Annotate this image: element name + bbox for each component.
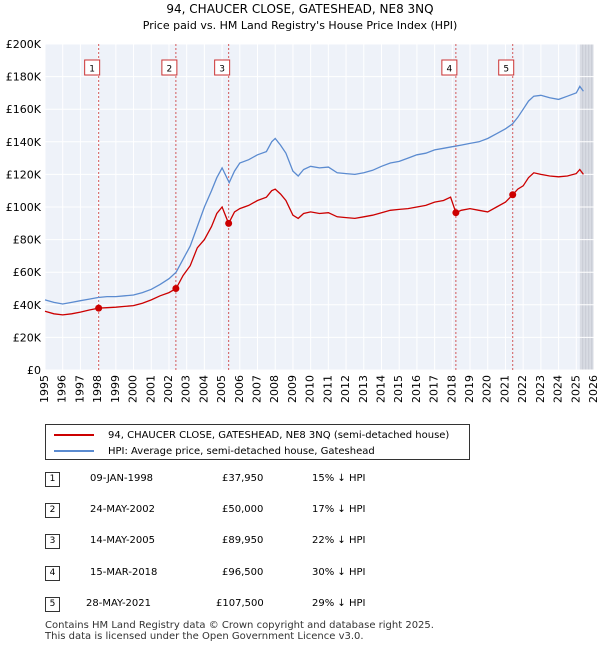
x-tick-label: 2013 — [357, 375, 370, 403]
legend-swatch-property — [54, 434, 94, 436]
y-tick-label: £80K — [13, 234, 42, 247]
x-tick-label: 2026 — [587, 375, 600, 403]
sale-row: 2 24-MAY-2002 £50,000 17% ↓ HPI — [0, 501, 600, 521]
y-tick-label: £120K — [6, 168, 42, 181]
sale-hpi-diff: 30% ↓ HPI — [312, 567, 366, 578]
sale-point — [172, 285, 180, 292]
y-tick-label: £100K — [6, 201, 42, 214]
sale-number-badge: 4 — [45, 566, 60, 581]
y-tick-label: £200K — [6, 38, 42, 51]
x-tick-label: 2012 — [339, 375, 352, 403]
sale-label: 1 — [89, 65, 95, 75]
price-chart: 94, CHAUCER CLOSE, GATESHEAD, NE8 3NQ Pri… — [6, 2, 600, 403]
chart-title: 94, CHAUCER CLOSE, GATESHEAD, NE8 3NQ — [166, 2, 433, 16]
sale-hpi-diff: 17% ↓ HPI — [312, 504, 366, 515]
x-tick-label: 2009 — [286, 375, 299, 403]
sale-label-box — [441, 59, 458, 76]
legend-swatch-hpi — [54, 450, 94, 452]
sale-price: £96,500 — [222, 567, 264, 578]
sale-number-badge: 3 — [45, 534, 60, 549]
x-tick-label: 1995 — [38, 375, 51, 403]
x-tick-label: 2020 — [481, 375, 494, 403]
sale-number-badge: 5 — [45, 597, 60, 612]
x-tick-label: 2010 — [304, 375, 317, 403]
x-tick-label: 2024 — [552, 375, 565, 403]
sale-row: 4 15-MAR-2018 £96,500 30% ↓ HPI — [0, 564, 600, 584]
sale-label: 4 — [446, 65, 452, 75]
x-tick-label: 2019 — [463, 375, 476, 403]
sale-label: 5 — [503, 65, 509, 75]
x-tick-label: 1997 — [73, 375, 86, 403]
sale-label-box — [84, 59, 101, 76]
chart-subtitle: Price paid vs. HM Land Registry's House … — [143, 19, 458, 32]
x-tick-label: 2002 — [162, 375, 175, 403]
hpi-series-line — [44, 85, 584, 305]
y-tick-label: £0 — [27, 364, 41, 377]
x-tick-label: 2021 — [498, 375, 511, 403]
sale-hpi-diff: 29% ↓ HPI — [312, 598, 366, 609]
sale-hpi-diff: 15% ↓ HPI — [312, 473, 366, 484]
x-tick-label: 2006 — [233, 375, 246, 403]
sale-hpi-diff: 22% ↓ HPI — [312, 535, 366, 546]
x-tick-label: 2005 — [215, 375, 228, 403]
sale-date: 14-MAY-2005 — [90, 535, 156, 546]
sale-label: 2 — [167, 65, 173, 75]
y-tick-label: £180K — [6, 71, 42, 84]
x-tick-label: 2023 — [534, 375, 547, 403]
x-tick-label: 2025 — [569, 375, 582, 403]
x-tick-label: 2001 — [144, 375, 157, 403]
x-tick-label: 2017 — [428, 375, 441, 403]
sale-price: £89,950 — [222, 535, 264, 546]
x-tick-label: 2004 — [197, 375, 210, 403]
x-tick-label: 2022 — [516, 375, 529, 403]
sale-label-box — [161, 59, 178, 76]
sale-date: 09-JAN-1998 — [90, 473, 154, 484]
footer-license: This data is licensed under the Open Gov… — [45, 631, 364, 642]
sale-label-box — [498, 59, 515, 76]
sale-date: 28-MAY-2021 — [86, 598, 152, 609]
sale-price: £107,500 — [216, 598, 264, 609]
legend-label-hpi: HPI: Average price, semi-detached house,… — [108, 445, 375, 457]
x-tick-label: 2011 — [321, 375, 334, 403]
sale-number-badge: 2 — [45, 503, 60, 518]
sale-point — [95, 304, 103, 312]
sale-label-box — [214, 59, 231, 76]
y-tick-label: £60K — [13, 266, 42, 279]
legend: 94, CHAUCER CLOSE, GATESHEAD, NE8 3NQ (s… — [45, 424, 470, 460]
sale-point — [452, 209, 460, 217]
legend-label-property: 94, CHAUCER CLOSE, GATESHEAD, NE8 3NQ (s… — [108, 429, 450, 441]
x-tick-label: 2015 — [392, 375, 405, 403]
property-series-line — [44, 168, 584, 316]
sale-number-badge: 1 — [45, 472, 60, 487]
sale-point — [509, 191, 517, 199]
x-tick-label: 2008 — [268, 375, 281, 403]
x-tick-label: 2018 — [445, 375, 458, 403]
x-tick-label: 2000 — [127, 375, 140, 403]
x-tick-label: 1996 — [56, 375, 69, 403]
sale-point — [225, 219, 233, 227]
sale-price: £37,950 — [222, 473, 264, 484]
sale-date: 15-MAR-2018 — [90, 567, 158, 578]
y-tick-label: £40K — [13, 299, 42, 312]
x-tick-label: 2014 — [374, 375, 387, 403]
sale-row: 1 09-JAN-1998 £37,950 15% ↓ HPI — [0, 470, 600, 490]
sale-row: 5 28-MAY-2021 £107,500 29% ↓ HPI — [0, 595, 600, 615]
y-tick-label: £20K — [13, 331, 42, 344]
sale-price: £50,000 — [222, 504, 264, 515]
sale-row: 3 14-MAY-2005 £89,950 22% ↓ HPI — [0, 532, 600, 552]
footer-copyright: Contains HM Land Registry data © Crown c… — [45, 620, 434, 631]
sale-date: 24-MAY-2002 — [90, 504, 156, 515]
legend-item-property: 94, CHAUCER CLOSE, GATESHEAD, NE8 3NQ (s… — [54, 427, 449, 443]
legend-item-hpi: HPI: Average price, semi-detached house,… — [54, 443, 375, 459]
x-tick-label: 1998 — [91, 375, 104, 403]
y-tick-label: £140K — [6, 136, 42, 149]
x-tick-label: 2016 — [410, 375, 423, 403]
x-tick-label: 2007 — [251, 375, 264, 403]
sale-label: 3 — [219, 65, 225, 75]
x-tick-label: 1999 — [109, 375, 122, 403]
footer: Contains HM Land Registry data © Crown c… — [45, 620, 434, 642]
y-tick-label: £160K — [6, 103, 42, 116]
x-tick-label: 2003 — [180, 375, 193, 403]
